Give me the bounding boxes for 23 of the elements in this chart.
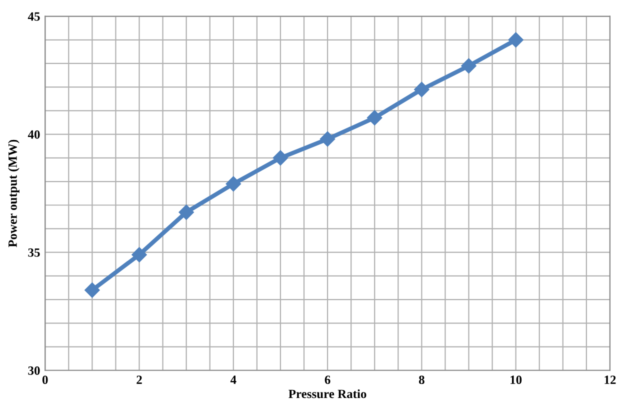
point xyxy=(132,247,147,262)
point xyxy=(367,110,382,126)
y-tick-label: 35 xyxy=(28,248,40,257)
y-axis-title: Power output (MW) xyxy=(8,140,20,248)
y-tick-label: 45 xyxy=(28,12,40,21)
y-tick-label: 30 xyxy=(28,366,40,375)
x-tick-label: 12 xyxy=(604,376,616,384)
point xyxy=(414,82,430,98)
point xyxy=(84,282,100,298)
x-tick-label: 2 xyxy=(136,376,142,384)
x-tick-label: 8 xyxy=(418,376,424,384)
point xyxy=(272,150,288,166)
x-tick-label: 10 xyxy=(510,376,522,384)
point xyxy=(178,204,194,220)
x-axis-title: Pressure Ratio xyxy=(288,389,366,398)
x-tick-label: 6 xyxy=(324,376,330,384)
point xyxy=(508,32,524,48)
x-tick-label: 4 xyxy=(230,376,236,384)
x-tick-label: 0 xyxy=(42,376,48,384)
point xyxy=(461,58,476,74)
point xyxy=(320,131,336,147)
point xyxy=(226,176,241,192)
y-tick-label: 40 xyxy=(28,130,40,139)
